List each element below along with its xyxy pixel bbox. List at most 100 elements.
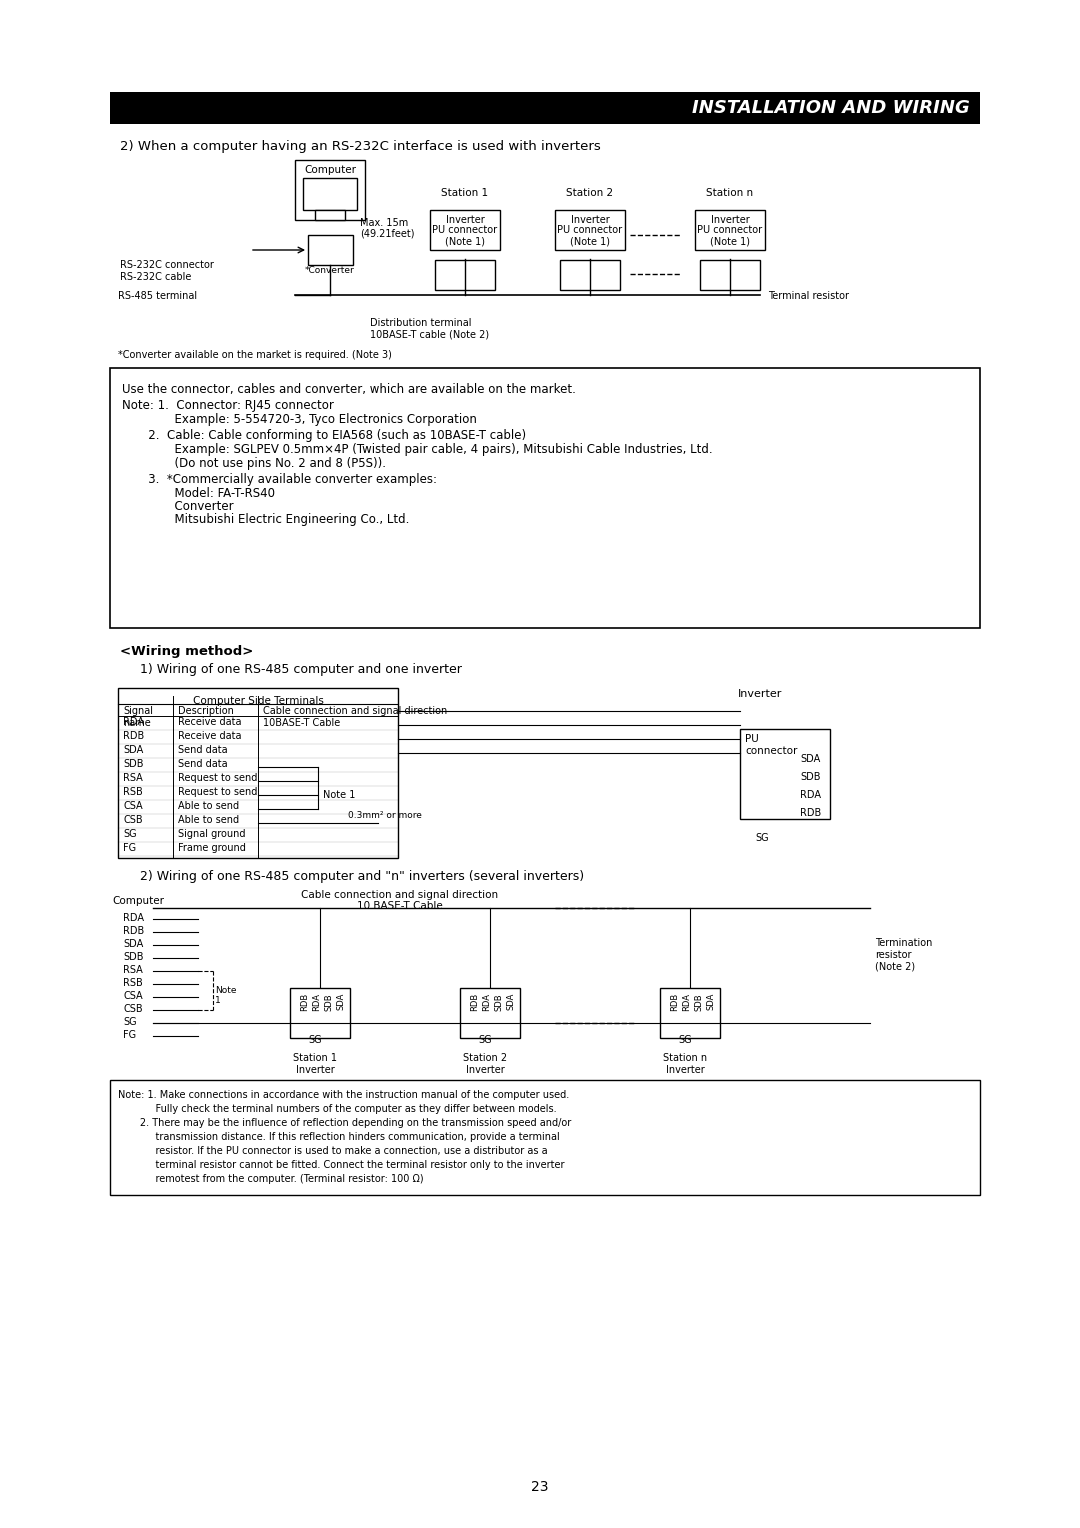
Text: Send data: Send data bbox=[178, 746, 228, 755]
Text: CSB: CSB bbox=[123, 814, 143, 825]
Text: Station 2
Inverter: Station 2 Inverter bbox=[463, 1053, 508, 1074]
Bar bbox=[696, 209, 765, 251]
Text: RS-232C connector: RS-232C connector bbox=[120, 260, 214, 270]
Bar bbox=[435, 260, 495, 290]
Text: Station 1
Inverter: Station 1 Inverter bbox=[293, 1053, 337, 1074]
Text: Request to send: Request to send bbox=[178, 773, 257, 782]
Bar bbox=[740, 729, 831, 819]
Text: Inverter: Inverter bbox=[570, 215, 609, 225]
Text: PU connector: PU connector bbox=[698, 225, 762, 235]
Text: 10 BASE-T Cable: 10 BASE-T Cable bbox=[357, 902, 443, 911]
Text: CSB: CSB bbox=[123, 1004, 143, 1015]
Text: RDA: RDA bbox=[123, 914, 144, 923]
Text: RS-485 terminal: RS-485 terminal bbox=[118, 290, 198, 301]
Bar bbox=[315, 209, 345, 220]
Text: Receive data: Receive data bbox=[178, 717, 242, 727]
Text: Note: 1. Make connections in accordance with the instruction manual of the compu: Note: 1. Make connections in accordance … bbox=[118, 1089, 569, 1100]
Text: RDA: RDA bbox=[312, 993, 322, 1012]
Text: Example: 5-554720-3, Tyco Electronics Corporation: Example: 5-554720-3, Tyco Electronics Co… bbox=[122, 413, 477, 426]
Bar bbox=[430, 209, 500, 251]
Text: SG: SG bbox=[478, 1034, 491, 1045]
Text: Distribution terminal: Distribution terminal bbox=[370, 318, 472, 329]
Text: Computer Side Terminals: Computer Side Terminals bbox=[192, 695, 323, 706]
Text: 2. There may be the influence of reflection depending on the transmission speed : 2. There may be the influence of reflect… bbox=[118, 1118, 571, 1128]
Text: Send data: Send data bbox=[178, 759, 228, 769]
Text: SG: SG bbox=[308, 1034, 322, 1045]
Text: SG: SG bbox=[123, 830, 137, 839]
Text: (49.21feet): (49.21feet) bbox=[360, 228, 415, 238]
Text: SG: SG bbox=[678, 1034, 692, 1045]
Text: Station 2: Station 2 bbox=[566, 188, 613, 199]
Text: Station n
Inverter: Station n Inverter bbox=[663, 1053, 707, 1074]
Text: Inverter: Inverter bbox=[446, 215, 484, 225]
Text: RSB: RSB bbox=[123, 787, 143, 798]
Text: Request to send: Request to send bbox=[178, 787, 257, 798]
Text: SDA: SDA bbox=[123, 940, 144, 949]
Text: PU connector: PU connector bbox=[557, 225, 622, 235]
Bar bbox=[110, 368, 980, 628]
Text: SDB: SDB bbox=[495, 993, 503, 1010]
Bar bbox=[303, 177, 357, 209]
Text: Note: 1.  Connector: RJ45 connector: Note: 1. Connector: RJ45 connector bbox=[122, 399, 334, 413]
Text: Example: SGLPEV 0.5mm×4P (Twisted pair cable, 4 pairs), Mitsubishi Cable Industr: Example: SGLPEV 0.5mm×4P (Twisted pair c… bbox=[122, 443, 713, 455]
Text: Station n: Station n bbox=[706, 188, 754, 199]
Text: PU connector: PU connector bbox=[432, 225, 498, 235]
Text: remotest from the computer. (Terminal resistor: 100 Ω): remotest from the computer. (Terminal re… bbox=[118, 1174, 423, 1184]
Text: Inverter: Inverter bbox=[711, 215, 750, 225]
Text: (Note 1): (Note 1) bbox=[445, 235, 485, 246]
Text: Station 1: Station 1 bbox=[442, 188, 488, 199]
Text: RSA: RSA bbox=[123, 966, 143, 975]
Bar bbox=[555, 209, 625, 251]
Text: (Do not use pins No. 2 and 8 (P5S)).: (Do not use pins No. 2 and 8 (P5S)). bbox=[122, 457, 386, 471]
Bar bbox=[295, 160, 365, 220]
Text: SDB: SDB bbox=[123, 759, 144, 769]
Text: Frame ground: Frame ground bbox=[178, 843, 246, 853]
Text: (Note 1): (Note 1) bbox=[570, 235, 610, 246]
Text: FG: FG bbox=[123, 1030, 136, 1041]
Text: SDB: SDB bbox=[324, 993, 334, 1010]
Text: 1) Wiring of one RS-485 computer and one inverter: 1) Wiring of one RS-485 computer and one… bbox=[140, 663, 462, 675]
Text: *Converter available on the market is required. (Note 3): *Converter available on the market is re… bbox=[118, 350, 392, 361]
Text: <Wiring method>: <Wiring method> bbox=[120, 645, 254, 659]
Text: RDB: RDB bbox=[123, 926, 145, 937]
Text: transmission distance. If this reflection hinders communication, provide a termi: transmission distance. If this reflectio… bbox=[118, 1132, 559, 1141]
Text: PU
connector: PU connector bbox=[745, 733, 797, 756]
Text: 2) Wiring of one RS-485 computer and "n" inverters (several inverters): 2) Wiring of one RS-485 computer and "n"… bbox=[140, 869, 584, 883]
Text: SDA: SDA bbox=[800, 753, 820, 764]
Bar bbox=[110, 1080, 980, 1195]
Text: RDB: RDB bbox=[300, 993, 310, 1012]
Text: 0.3mm² or more: 0.3mm² or more bbox=[348, 811, 422, 821]
Text: RSB: RSB bbox=[123, 978, 143, 989]
Text: Signal
name: Signal name bbox=[123, 706, 153, 727]
Text: Use the connector, cables and converter, which are available on the market.: Use the connector, cables and converter,… bbox=[122, 384, 576, 396]
Text: Signal ground: Signal ground bbox=[178, 830, 245, 839]
Text: SDA: SDA bbox=[337, 993, 346, 1010]
Text: Computer: Computer bbox=[112, 895, 164, 906]
Text: INSTALLATION AND WIRING: INSTALLATION AND WIRING bbox=[692, 99, 970, 118]
Text: Computer: Computer bbox=[303, 165, 356, 176]
Text: RDB: RDB bbox=[471, 993, 480, 1012]
Bar bbox=[561, 260, 620, 290]
Text: Fully check the terminal numbers of the computer as they differ between models.: Fully check the terminal numbers of the … bbox=[118, 1105, 556, 1114]
Text: terminal resistor cannot be fitted. Connect the terminal resistor only to the in: terminal resistor cannot be fitted. Conn… bbox=[118, 1160, 565, 1170]
Bar bbox=[118, 688, 399, 859]
Text: Max. 15m: Max. 15m bbox=[360, 219, 408, 228]
Text: Cable connection and signal direction
10BASE-T Cable: Cable connection and signal direction 10… bbox=[264, 706, 447, 727]
Bar bbox=[700, 260, 760, 290]
Text: RDA: RDA bbox=[683, 993, 691, 1012]
Text: RDB: RDB bbox=[800, 808, 821, 817]
Text: SDB: SDB bbox=[694, 993, 703, 1010]
Text: Note
1: Note 1 bbox=[215, 986, 237, 1005]
Bar bbox=[308, 235, 353, 264]
Text: Mitsubishi Electric Engineering Co., Ltd.: Mitsubishi Electric Engineering Co., Ltd… bbox=[122, 513, 409, 526]
Text: Able to send: Able to send bbox=[178, 801, 239, 811]
Text: Able to send: Able to send bbox=[178, 814, 239, 825]
Text: SDA: SDA bbox=[507, 993, 515, 1010]
Text: Converter: Converter bbox=[122, 500, 233, 513]
Text: 10BASE-T cable (Note 2): 10BASE-T cable (Note 2) bbox=[370, 329, 489, 339]
Text: RDB: RDB bbox=[671, 993, 679, 1012]
Text: 23: 23 bbox=[531, 1481, 549, 1494]
Text: Description: Description bbox=[178, 706, 234, 717]
Text: Note 1: Note 1 bbox=[323, 790, 355, 801]
Text: SDB: SDB bbox=[800, 772, 821, 782]
